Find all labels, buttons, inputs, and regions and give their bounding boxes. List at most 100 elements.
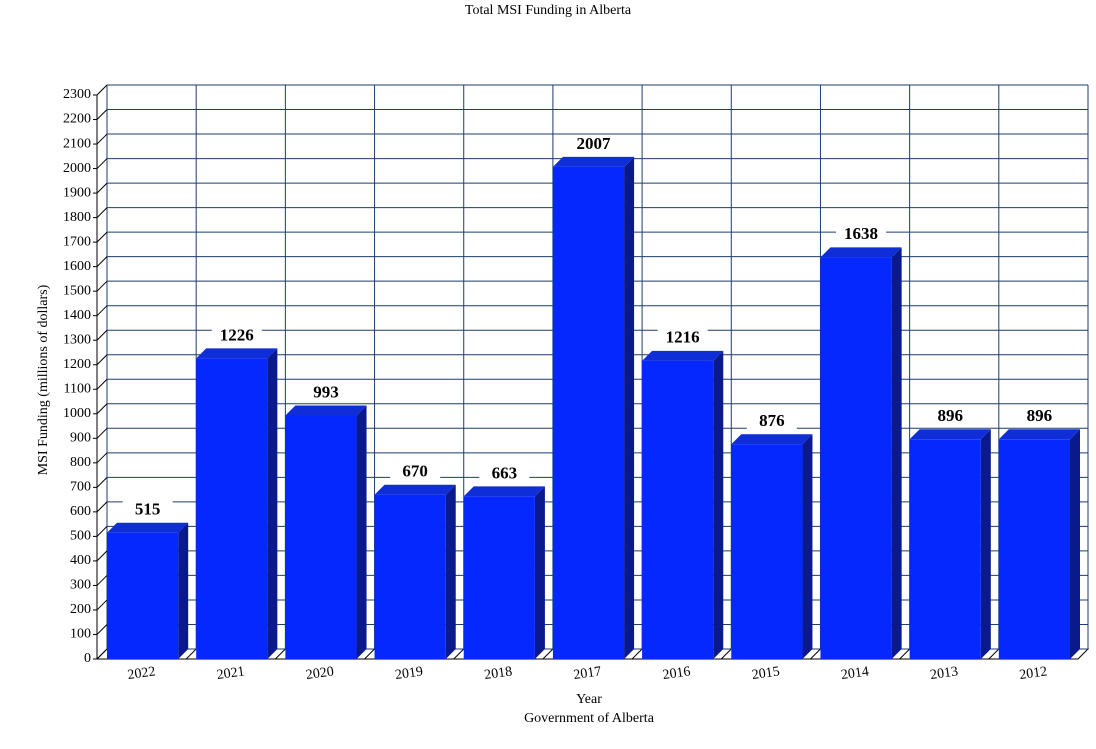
source: Government of Alberta: [524, 711, 655, 726]
y-tick-label: 1700: [63, 234, 91, 249]
value-label: 896: [937, 406, 963, 425]
x-axis-label: Year: [576, 692, 602, 707]
value-label-bg: [390, 462, 441, 481]
x-tick-label: 2015: [751, 664, 781, 683]
y-tick-label: 1900: [63, 185, 91, 200]
wall-tick: [96, 550, 108, 562]
bar-top: [374, 484, 456, 495]
value-label-bg: [1014, 407, 1065, 426]
y-tick-label: 900: [70, 431, 91, 446]
y-tick-label: 1000: [63, 406, 91, 421]
value-label-bg: [836, 225, 887, 244]
floor-divider: [542, 648, 554, 660]
floor-divider: [364, 648, 375, 660]
bar-group: [642, 350, 724, 659]
wall-tick: [96, 624, 108, 635]
bar-side: [1070, 429, 1080, 659]
x-tick-label: 2021: [216, 664, 246, 683]
bar-group: [731, 434, 813, 659]
wall-tick: [96, 501, 108, 513]
bar-side: [980, 429, 991, 659]
bar-side: [356, 405, 367, 659]
wall-tick: [96, 452, 108, 464]
value-label: 896: [1027, 406, 1053, 425]
bar: [731, 444, 803, 659]
x-tick-label: 2013: [929, 664, 959, 683]
y-axis-label: MSI Funding (millions of dollars): [36, 284, 51, 475]
value-label: 876: [759, 411, 785, 430]
bar: [642, 360, 714, 659]
y-tick-label: 2100: [63, 136, 91, 151]
y-tick-label: 1200: [63, 357, 91, 372]
y-tick-label: 700: [70, 480, 91, 495]
bar-group: [820, 247, 902, 659]
y-tick-label: 1300: [63, 332, 91, 347]
bar-top: [642, 350, 724, 361]
bar: [196, 358, 268, 659]
bar: [909, 439, 981, 659]
y-tick-label: 1400: [63, 308, 91, 323]
floor-divider: [810, 648, 821, 660]
bar-top: [552, 156, 635, 167]
y-tick-label: 0: [84, 651, 91, 666]
bar-group: [552, 156, 635, 659]
value-label: 663: [492, 463, 518, 482]
bar: [107, 532, 179, 659]
value-label-bg: [568, 134, 619, 153]
bar-side: [624, 156, 635, 659]
bar-top: [909, 429, 991, 440]
bar-top: [998, 429, 1080, 440]
bar-side: [267, 348, 278, 659]
y-tick-label: 300: [70, 578, 91, 593]
value-label-bg: [300, 383, 351, 402]
wall-tick: [96, 207, 108, 218]
bar-top: [731, 434, 813, 445]
bar-side: [891, 247, 902, 659]
x-tick-label: 2016: [662, 664, 692, 683]
x-tick-label: 2020: [305, 664, 335, 683]
bar-group: [998, 429, 1080, 659]
wall-tick: [96, 84, 108, 96]
wall-tick: [96, 403, 108, 415]
bar-group: [463, 486, 545, 659]
bar-top: [463, 486, 545, 497]
floor-divider: [185, 648, 197, 660]
floor-divider: [631, 648, 643, 660]
chart-title: Total MSI Funding in Alberta: [465, 3, 632, 18]
bar-top: [196, 348, 278, 359]
y-tick-label: 2300: [63, 87, 91, 102]
x-tick-label: 2014: [840, 664, 870, 683]
value-label-bg: [122, 500, 173, 519]
value-label-bg: [479, 464, 530, 483]
y-tick-label: 1500: [63, 283, 91, 298]
bar-top: [285, 405, 367, 416]
y-tick-label: 1600: [63, 259, 91, 274]
bar-side: [534, 486, 545, 659]
x-tick-label: 2022: [127, 664, 157, 683]
value-label: 993: [313, 382, 339, 401]
bar-group: [107, 522, 189, 659]
y-tick-label: 100: [70, 627, 91, 642]
y-tick-label: 2200: [63, 112, 91, 127]
value-label-bg: [657, 328, 708, 347]
x-tick-label: 2019: [394, 664, 424, 683]
wall-tick: [96, 648, 108, 660]
value-label-bg: [211, 326, 262, 345]
wall-tick: [96, 256, 108, 268]
floor-divider: [899, 648, 910, 660]
bar: [374, 494, 446, 659]
y-tick-label: 800: [70, 455, 91, 470]
y-tick-label: 1800: [63, 210, 91, 225]
value-label: 670: [402, 462, 428, 481]
value-label-bg: [925, 407, 976, 426]
y-tick-label: 600: [70, 504, 91, 519]
wall-tick: [96, 158, 108, 169]
wall-tick: [96, 231, 108, 243]
wall-tick: [96, 575, 108, 586]
y-tick-label: 500: [70, 529, 91, 544]
wall-tick: [96, 305, 108, 317]
x-tick-label: 2012: [1018, 664, 1048, 683]
bar-top: [107, 522, 189, 533]
bar-side: [713, 350, 724, 659]
